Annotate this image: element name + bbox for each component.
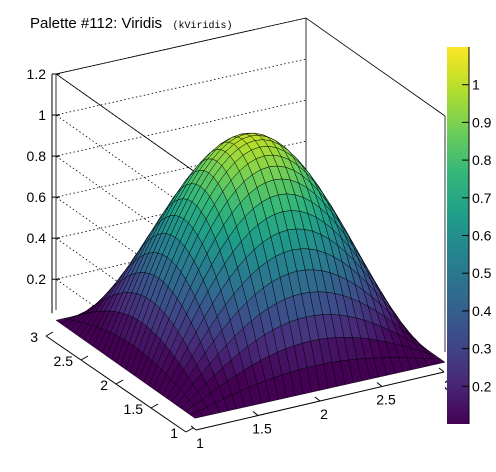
chart-title-main: Palette #112: Viridis	[30, 15, 162, 32]
y-tick-label: 3	[30, 329, 38, 345]
colorbar: 0.2 0.3 0.4 0.5 0.6 0.7 0.8 0.9 1	[447, 47, 492, 424]
z-tick-label: 0.4	[27, 230, 47, 246]
z-tick-label: 0.6	[27, 189, 47, 205]
chart-title: Palette #112: Viridis (kViridis)	[30, 15, 233, 32]
y-tick-label: 2.5	[54, 353, 74, 369]
x-tick	[376, 382, 383, 387]
y-tick	[185, 427, 194, 433]
z-tick-label: 0.2	[27, 271, 47, 287]
y-tick	[45, 331, 54, 337]
colorbar-tick-label: 0.7	[472, 190, 492, 206]
colorbar-tick-label: 0.9	[472, 114, 492, 130]
z-gridline	[55, 58, 307, 214]
colorbar-tick-label: 0.6	[472, 228, 492, 244]
z-gridline	[55, 99, 307, 255]
x-tick-label: 2.5	[376, 392, 396, 408]
z-gridline	[55, 17, 307, 173]
y-tick-label: 1	[170, 425, 178, 441]
colorbar-tick-label: 0.4	[472, 303, 492, 319]
colorbar-tick-label: 0.5	[472, 265, 492, 281]
x-tick	[314, 396, 321, 402]
z-tick-label: 1	[38, 107, 46, 123]
x-tick-label: 1	[196, 435, 204, 451]
y-tick-label: 2	[100, 377, 108, 393]
y-tick	[115, 379, 124, 385]
surface-layer	[55, 132, 446, 419]
colorbar-gradient	[447, 47, 469, 424]
x-tick-label: 1.5	[252, 421, 272, 437]
z-tick-label: 0.8	[27, 148, 47, 164]
y-tick	[80, 355, 89, 361]
x-tick	[190, 425, 197, 431]
y-tick-label: 1.5	[124, 401, 144, 417]
z-tick-label: 1.2	[27, 66, 47, 82]
x-tick	[438, 367, 445, 373]
surface-cell	[431, 358, 446, 365]
colorbar-tick-label: 1	[472, 77, 480, 93]
x-tick-label: 2	[320, 406, 328, 422]
chart-title-code: (kViridis)	[172, 20, 232, 32]
x-tick	[252, 411, 259, 416]
colorbar-tick-label: 0.3	[472, 341, 492, 357]
colorbar-tick-label: 0.8	[472, 152, 492, 168]
y-tick	[150, 403, 159, 409]
colorbar-tick-label: 0.2	[472, 378, 492, 394]
